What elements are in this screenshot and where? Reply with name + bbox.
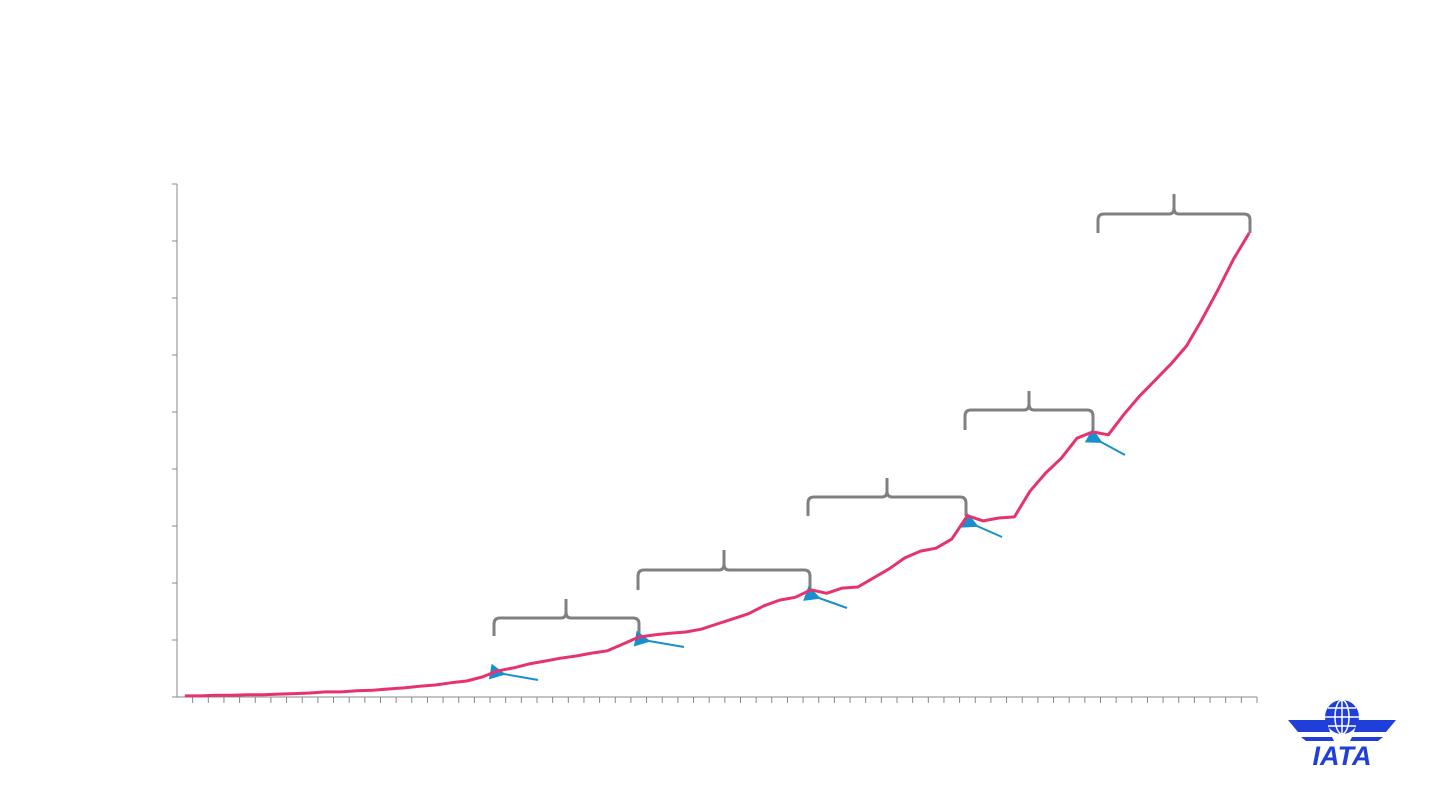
arrow [960,513,1003,538]
braces [492,194,1252,636]
brace [1096,194,1252,233]
brace [806,478,968,516]
brace [963,391,1095,430]
arrow [1084,428,1126,456]
data-line [184,232,1251,698]
logo: IATA [1288,699,1396,771]
arrows [488,428,1126,681]
logo-text: IATA [1313,741,1372,771]
arrow [488,663,539,681]
brace [636,550,812,590]
logo-wings [1288,720,1396,741]
brace [492,599,641,636]
arrow [633,630,685,648]
arrow [803,585,848,609]
logo-globe-lines [1325,699,1359,735]
